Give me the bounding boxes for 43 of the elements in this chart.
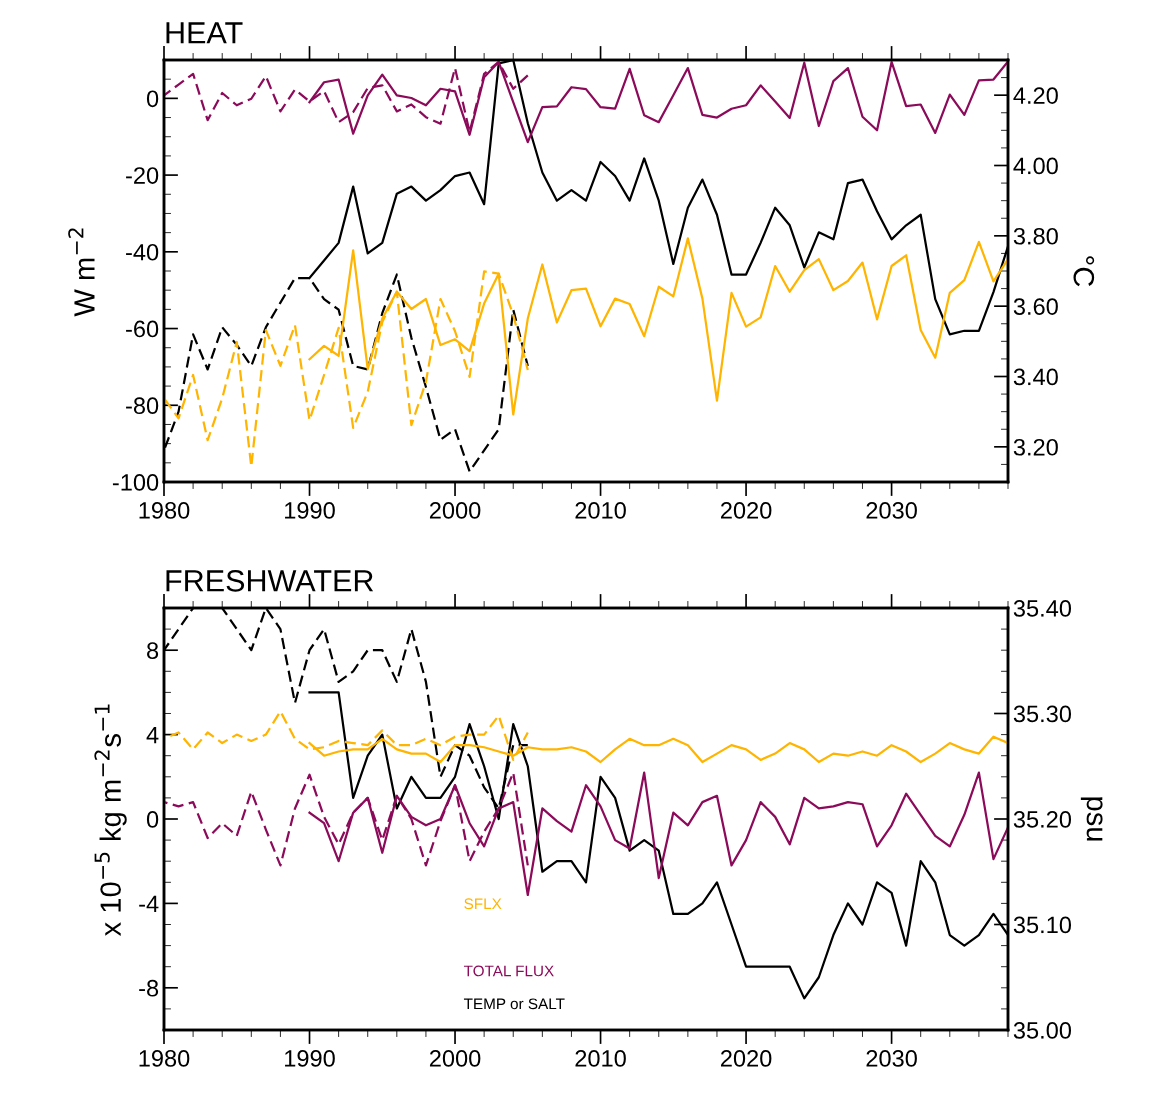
y-tick-label: -100 [112,474,159,491]
x-tick-label: 2020 [721,1050,772,1067]
x-tick-label: 2010 [575,502,626,519]
y-axis-title: x 10$^{−5}$ kg m$^{−2}$s$^{−1}$ [94,704,127,937]
x-tick-label: 2000 [429,502,481,519]
x-tick-label: 1990 [285,502,335,519]
y-tick-label: -4 [139,895,159,912]
x-tick-label: 1990 [285,1050,335,1067]
x-tick-label: 2030 [866,502,917,519]
y2-tick-label: 35.20 [1013,811,1072,828]
y2-axis-title: psu [1080,797,1103,841]
y2-tick-label: 35.30 [1013,705,1072,723]
y2-tick-label: 4.00 [1013,157,1058,175]
text: TOTAL FLUX [463,965,554,977]
y-tick-label: 4 [146,726,159,744]
y2-tick-label: 35.00 [1013,1022,1072,1039]
y-tick-label: -80 [126,397,159,415]
y-tick-label: -20 [126,167,159,184]
y-tick-label: 0 [146,90,159,108]
y2-axis-title: °C [1073,256,1095,287]
y2-tick-label: 3.20 [1013,438,1058,456]
y2-tick-label: 3.40 [1013,368,1058,386]
x-tick-label: 1980 [139,1050,190,1067]
x-tick-label: 1980 [139,502,190,519]
y2-tick-label: 35.40 [1013,600,1072,617]
y-tick-label: 0 [146,811,159,828]
x-tick-label: 2020 [721,502,772,519]
y-tick-label: -40 [126,243,159,261]
x-tick-label: 2010 [575,1050,626,1067]
y-axis-title: W m$^{−2}$ [68,228,95,317]
text: SFLX [464,898,502,910]
chart-title: HEAT [166,22,243,44]
y2-tick-label: 35.10 [1013,916,1072,934]
y-tick-label: 8 [147,642,159,659]
y2-tick-label: 3.80 [1013,227,1058,245]
y2-tick-label: 4.20 [1013,87,1058,104]
y-tick-label: -8 [139,979,159,997]
x-tick-label: 2030 [866,1050,917,1067]
text: TEMP or SALT [463,998,565,1010]
x-tick-label: 2000 [429,1050,481,1067]
y-tick-label: -60 [126,320,159,338]
y2-tick-label: 3.60 [1013,298,1058,315]
chart-title: FRESHWATER [166,570,374,592]
